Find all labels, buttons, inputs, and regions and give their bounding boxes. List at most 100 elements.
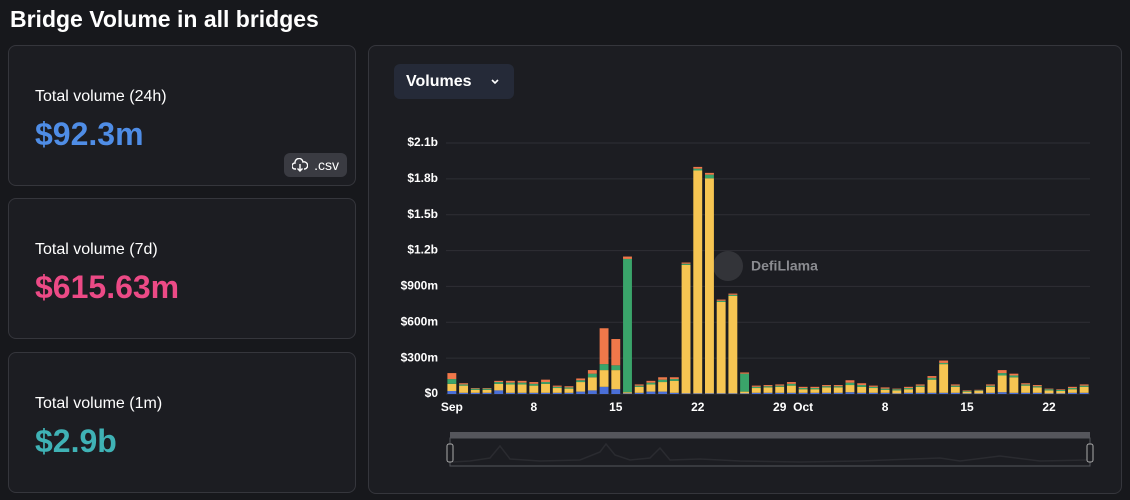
chart-selector[interactable]: Volumes [394, 64, 514, 99]
bar-segment [868, 392, 878, 394]
y-tick-label: $600m [401, 314, 438, 328]
bar-segment [693, 168, 703, 171]
x-tick-label: 15 [960, 400, 974, 414]
bar-segment [623, 256, 632, 259]
stat-label: Total volume (1m) [35, 395, 163, 412]
bar-segment [997, 375, 1007, 393]
bar-segment [505, 392, 515, 394]
bar-segment [470, 388, 480, 390]
bar-segment [658, 379, 668, 383]
navigator-handle[interactable] [1086, 443, 1094, 463]
bar-segment [599, 328, 609, 365]
bar-segment [927, 376, 937, 378]
bar-segment [775, 386, 785, 393]
bar-segment [552, 386, 562, 389]
y-tick-label: $900m [401, 279, 438, 293]
bar-segment [962, 391, 972, 392]
bar-segment [962, 390, 972, 392]
bar-segment [845, 380, 855, 383]
bar-segment [962, 391, 972, 394]
bar-segment [611, 339, 621, 366]
bar-segment [986, 386, 995, 393]
stat-card: Total volume (7d) $615.63m [8, 198, 356, 339]
navigator-bar[interactable] [450, 432, 1090, 438]
bar-segment [447, 379, 457, 384]
bar-segment [611, 389, 621, 394]
bar-segment [880, 392, 890, 394]
x-tick-label: Oct [793, 400, 813, 414]
bar-segment [611, 365, 621, 371]
bar-segment [798, 392, 808, 394]
bar-segment [447, 391, 457, 394]
bar-segment [868, 388, 878, 393]
bar-segment [1021, 385, 1031, 393]
bar-segment [634, 385, 644, 387]
bar-segment [505, 384, 515, 393]
bar-segment [740, 372, 750, 374]
bar-segment [880, 387, 890, 389]
bar-segment [634, 386, 644, 393]
bar-segment [810, 389, 820, 393]
bar-segment [798, 388, 808, 390]
bar-segment [681, 263, 691, 265]
bar-segment [833, 392, 843, 394]
stat-label: Total volume (24h) [35, 88, 167, 105]
bar-segment [611, 370, 621, 390]
bar-segment [552, 385, 562, 387]
bar-segment [482, 388, 492, 389]
watermark-text: DefiLlama [751, 258, 818, 274]
navigator-handle[interactable] [446, 443, 454, 463]
csv-button[interactable]: .csv [284, 153, 347, 177]
bar-segment [669, 392, 679, 394]
bar-segment [482, 388, 492, 390]
bar-segment [1044, 390, 1054, 394]
bar-segment [623, 393, 632, 394]
bar-segment [857, 392, 867, 394]
bar-segment [705, 174, 714, 179]
bar-segment [775, 384, 785, 386]
bar-segment [576, 382, 586, 392]
bar-segment [482, 389, 492, 393]
bar-segment [740, 393, 750, 394]
stat-card: Total volume (1m) $2.9b [8, 352, 356, 493]
download-icon [292, 158, 309, 172]
bar-segment [950, 384, 960, 386]
bar-segment [517, 384, 527, 393]
x-tick-label: 8 [530, 400, 537, 414]
bar-segment [517, 380, 527, 383]
bar-segment [447, 373, 457, 380]
bar-segment [494, 390, 504, 394]
selector-label: Volumes [406, 72, 472, 90]
bar-segment [459, 392, 469, 394]
bar-segment [751, 388, 761, 393]
bar-segment [1056, 389, 1066, 392]
bar-segment [494, 383, 504, 391]
bar-segment [740, 373, 750, 392]
bar-segment [470, 388, 480, 389]
bar-segment [915, 386, 925, 393]
bar-segment [1044, 388, 1054, 390]
bar-segment [646, 384, 656, 392]
bar-segment [576, 380, 586, 383]
bar-segment [1079, 392, 1089, 394]
bar-segment [693, 166, 703, 169]
bar-segment [541, 379, 550, 383]
bar-segment [927, 379, 937, 393]
bar-segment [669, 380, 679, 393]
bar-segment [939, 360, 949, 363]
stat-value: $92.3m [35, 116, 144, 152]
bar-segment [599, 386, 609, 394]
bar-segment [927, 392, 937, 394]
bar-segment [658, 391, 668, 394]
bar-segment [564, 388, 574, 393]
bar-segment [892, 390, 902, 394]
bar-segment [939, 362, 949, 365]
bar-segment [974, 393, 984, 394]
bar-segment [997, 370, 1007, 374]
bar-segment [564, 387, 574, 389]
bar-segment [798, 386, 808, 389]
bar-segment [658, 377, 668, 380]
bar-segment [576, 391, 586, 394]
bar-segment [892, 388, 902, 390]
